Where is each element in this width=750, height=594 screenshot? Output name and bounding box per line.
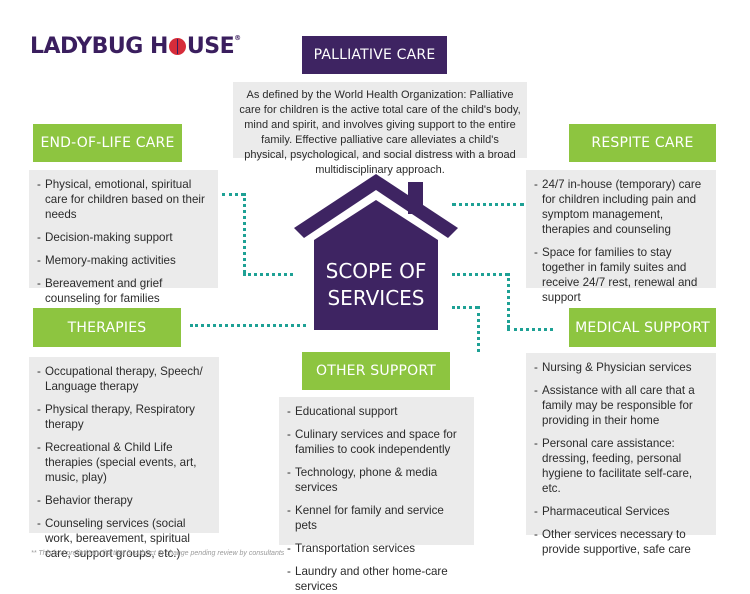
connector-dots bbox=[507, 328, 553, 331]
list-item: Memory-making activities bbox=[37, 253, 210, 268]
connector-dots bbox=[477, 306, 480, 352]
palliative-care-label: Palliative Care bbox=[302, 36, 447, 74]
list-item: Educational support bbox=[287, 404, 466, 419]
list-item: Culinary services and space for families… bbox=[287, 427, 466, 457]
list-item: Personal care assistance: dressing, feed… bbox=[534, 436, 708, 496]
other-support-list: Educational support Culinary services an… bbox=[279, 397, 474, 593]
list-item: Pharmaceutical Services bbox=[534, 504, 708, 519]
list-item: Physical therapy, Respiratory therapy bbox=[37, 402, 211, 432]
list-item: Bereavement and grief counseling for fam… bbox=[37, 276, 210, 306]
respite-care-label: Respite Care bbox=[569, 124, 716, 162]
list-item: Transportation services bbox=[287, 541, 466, 556]
respite-care-list: 24/7 in-house (temporary) care for child… bbox=[526, 170, 716, 304]
therapies-label: Therapies bbox=[33, 308, 181, 347]
list-item: 24/7 in-house (temporary) care for child… bbox=[534, 177, 708, 237]
scope-title-line2: SERVICES bbox=[327, 286, 425, 310]
scope-of-services-title: SCOPE OF SERVICES bbox=[314, 258, 438, 312]
scope-title-line1: SCOPE OF bbox=[325, 259, 427, 283]
palliative-definition: As defined by the World Health Organizat… bbox=[233, 82, 527, 176]
list-item: Assistance with all care that a family m… bbox=[534, 383, 708, 428]
logo-text-end: USE bbox=[186, 34, 235, 59]
connector-dots bbox=[222, 193, 244, 196]
list-item: Technology, phone & media services bbox=[287, 465, 466, 495]
list-item: Nursing & Physician services bbox=[534, 360, 708, 375]
connector-dots bbox=[190, 324, 306, 327]
list-item: Physical, emotional, spiritual care for … bbox=[37, 177, 210, 222]
ladybug-house-logo: LADYBUG H USE® bbox=[30, 34, 241, 59]
medical-support-label: Medical Support bbox=[569, 308, 716, 347]
connector-dots bbox=[452, 203, 524, 206]
footnote: ** This is a preliminary list that is su… bbox=[31, 550, 285, 557]
connector-dots bbox=[452, 306, 478, 309]
connector-dots bbox=[452, 273, 508, 276]
list-item: Counseling services (social work, bereav… bbox=[37, 516, 211, 561]
house-icon bbox=[294, 174, 458, 330]
logo-trademark: ® bbox=[234, 34, 241, 42]
connector-dots bbox=[507, 273, 510, 328]
connector-dots bbox=[243, 273, 293, 276]
other-support-label: Other Support bbox=[302, 352, 450, 390]
list-item: Other services necessary to provide supp… bbox=[534, 527, 708, 557]
logo-text-start: LADYBUG H bbox=[30, 34, 168, 59]
list-item: Recreational & Child Life therapies (spe… bbox=[37, 440, 211, 485]
list-item: Occupational therapy, Speech/ Language t… bbox=[37, 364, 211, 394]
medical-support-list: Nursing & Physician services Assistance … bbox=[526, 353, 716, 556]
connector-dots bbox=[243, 193, 246, 273]
list-item: Behavior therapy bbox=[37, 493, 211, 508]
list-item: Kennel for family and service pets bbox=[287, 503, 466, 533]
end-of-life-care-label: End-of-Life Care bbox=[33, 124, 182, 162]
list-item: Decision-making support bbox=[37, 230, 210, 245]
list-item: Space for families to stay together in f… bbox=[534, 245, 708, 305]
end-of-life-care-list: Physical, emotional, spiritual care for … bbox=[29, 170, 218, 305]
list-item: Laundry and other home-care services bbox=[287, 564, 466, 594]
therapies-list: Occupational therapy, Speech/ Language t… bbox=[29, 357, 219, 560]
ladybug-icon bbox=[168, 38, 186, 55]
